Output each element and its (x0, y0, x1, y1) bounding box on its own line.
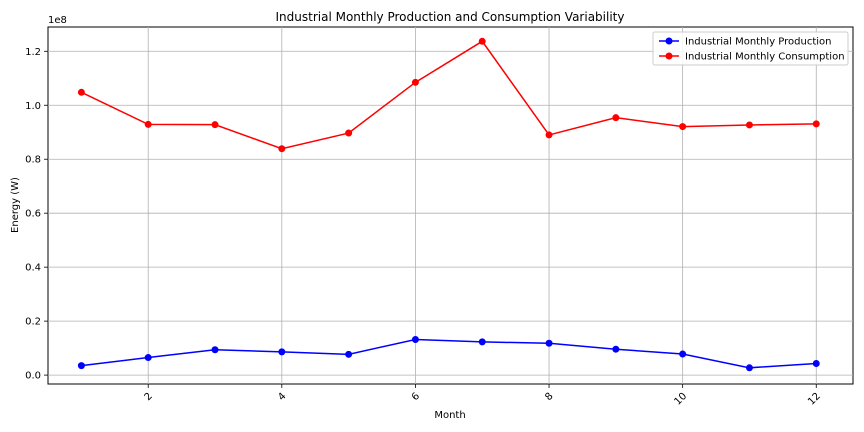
x-tick-label: 8 (543, 391, 555, 403)
y-tick-label: 0.6 (25, 209, 41, 220)
data-point (278, 145, 286, 153)
data-point (278, 348, 286, 356)
legend: Industrial Monthly Production Industrial … (652, 31, 849, 66)
y-tick-label: 1.2 (25, 47, 41, 58)
data-point (345, 350, 353, 358)
legend-label: Industrial Monthly Production (685, 37, 832, 48)
data-point (77, 362, 85, 370)
data-point (478, 37, 486, 45)
series-production (77, 335, 820, 372)
y-tick-label: 0.4 (25, 263, 41, 274)
data-point (211, 346, 219, 354)
data-point (545, 131, 553, 139)
x-tick-label: 2 (143, 391, 155, 403)
data-point (478, 338, 486, 346)
data-point (545, 339, 553, 347)
series-layer (77, 37, 820, 372)
y-tick-label: 0.0 (25, 371, 41, 382)
data-point (411, 335, 419, 343)
data-point (612, 345, 620, 353)
grid-lines (48, 27, 853, 384)
series-line (81, 338, 817, 369)
y-scale-label: 1e8 (48, 15, 67, 26)
data-point (679, 123, 687, 131)
series-consumption (77, 37, 820, 153)
x-tick-label: 6 (410, 391, 422, 403)
data-point (812, 120, 820, 128)
chart-title: Industrial Monthly Production and Consum… (276, 10, 625, 24)
data-point (812, 359, 820, 367)
data-point (211, 121, 219, 129)
x-axis-label: Month (434, 410, 465, 421)
plot-area (47, 26, 854, 385)
x-tick-label: 12 (806, 391, 823, 408)
data-point (745, 121, 753, 129)
data-point (411, 78, 419, 86)
data-point (144, 120, 152, 128)
data-point (345, 129, 353, 137)
data-point (144, 354, 152, 362)
legend-marker (665, 37, 673, 45)
y-tick-label: 0.2 (25, 317, 41, 328)
legend-marker (665, 52, 673, 60)
axis-ticks: 0.0 0.2 0.4 0.6 0.8 1.0 1.2 2 4 6 8 10 12 (25, 47, 823, 408)
legend-box (652, 31, 849, 66)
legend-item: Industrial Monthly Consumption (659, 52, 845, 63)
data-point (745, 364, 753, 372)
data-point (612, 114, 620, 122)
data-point (77, 88, 85, 96)
data-point (679, 350, 687, 358)
series-line (81, 40, 817, 150)
y-tick-label: 1.0 (25, 101, 41, 112)
x-tick-label: 4 (276, 391, 288, 403)
x-tick-label: 10 (673, 391, 690, 408)
legend-label: Industrial Monthly Consumption (685, 52, 845, 63)
y-tick-label: 0.8 (25, 155, 41, 166)
y-axis-label: Energy (W) (10, 177, 21, 233)
legend-item: Industrial Monthly Production (659, 37, 832, 48)
